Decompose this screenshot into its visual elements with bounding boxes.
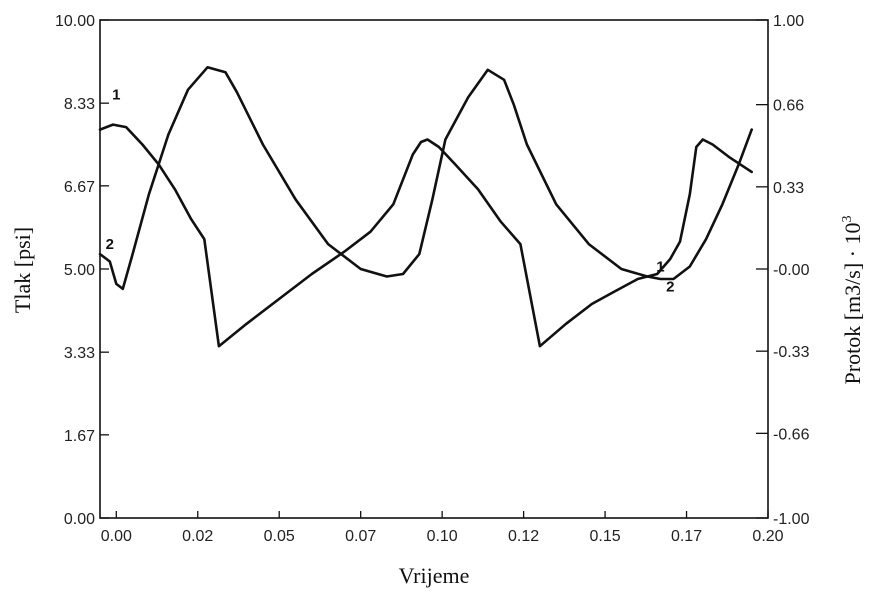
plot-frame bbox=[99, 19, 769, 519]
y2-axis-title: Protok [m3/s] · 103 bbox=[840, 216, 865, 385]
series-lines bbox=[98, 66, 753, 348]
x-tick-label-4: 0.10 bbox=[427, 528, 458, 545]
x-tick-label-2: 0.05 bbox=[264, 528, 295, 545]
x-tick-label-0: 0.00 bbox=[101, 528, 132, 545]
curve-label-2-1: 2 bbox=[106, 236, 114, 253]
y-tick-label-3: 5.00 bbox=[64, 262, 95, 279]
series-line-2 bbox=[98, 66, 753, 291]
y-axis-title: Tlak [psi] bbox=[10, 227, 35, 313]
x-tick-label-8: 0.20 bbox=[752, 528, 783, 545]
y2-tick-label-5: 0.66 bbox=[773, 98, 804, 115]
x-tick-label-1: 0.02 bbox=[182, 528, 213, 545]
curve-label-1-2: 1 bbox=[656, 258, 664, 275]
x-axis-ticks: 0.00 0.02 0.05 0.07 0.10 0.12 0.15 0.17 0.20 bbox=[101, 511, 784, 545]
y-tick-label-0: 0.00 bbox=[64, 511, 95, 528]
y2-axis-ticks: -1.00 -0.66 -0.33 -0.00 0.33 0.66 1.00 bbox=[756, 13, 810, 528]
x-tick-label-3: 0.07 bbox=[345, 528, 376, 545]
x-tick-label-5: 0.12 bbox=[508, 528, 539, 545]
y2-tick-label-1: -0.66 bbox=[773, 426, 810, 443]
y-tick-label-6: 10.00 bbox=[55, 13, 95, 30]
y-tick-label-2: 3.33 bbox=[64, 345, 95, 362]
x-axis-title: Vrijeme bbox=[399, 563, 470, 588]
y-tick-label-1: 1.67 bbox=[64, 428, 95, 445]
x-tick-label-7: 0.17 bbox=[671, 528, 702, 545]
y2-axis-title-main: Protok [m3/s] · 10 bbox=[840, 223, 865, 385]
y2-axis-title-exponent: 3 bbox=[840, 216, 855, 223]
y2-tick-label-6: 1.00 bbox=[773, 13, 804, 30]
y2-tick-label-2: -0.33 bbox=[773, 344, 810, 361]
y-axis-ticks: 0.00 1.67 3.33 5.00 6.67 8.33 10.00 bbox=[55, 13, 109, 528]
y-tick-label-5: 8.33 bbox=[64, 96, 95, 113]
series-line-1 bbox=[98, 123, 753, 348]
y2-tick-label-0: -1.00 bbox=[773, 511, 810, 528]
curve-label-2-3: 2 bbox=[666, 278, 674, 295]
y2-tick-label-4: 0.33 bbox=[773, 180, 804, 197]
x-tick-label-6: 0.15 bbox=[590, 528, 621, 545]
y2-tick-label-3: -0.00 bbox=[773, 262, 810, 279]
y-tick-label-4: 6.67 bbox=[64, 179, 95, 196]
curve-label-1-0: 1 bbox=[112, 87, 120, 104]
